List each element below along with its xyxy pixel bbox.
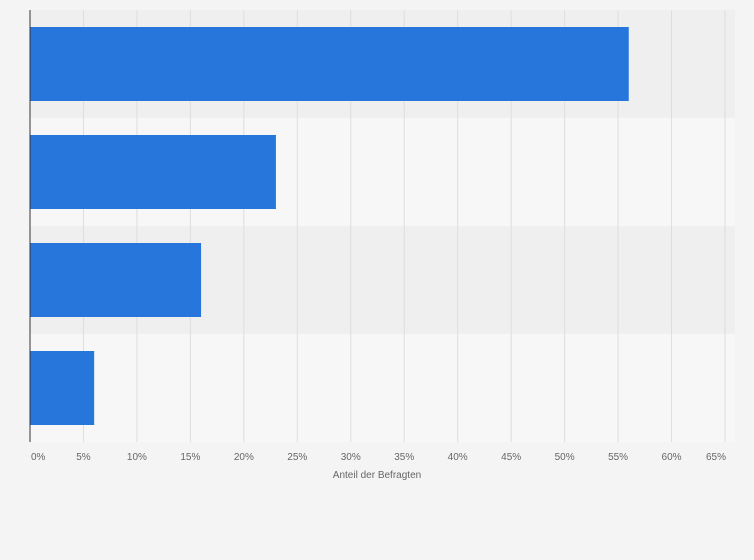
x-tick-label: 55%	[608, 452, 628, 463]
bars	[30, 27, 629, 425]
x-tick-labels: 0% 5% 10% 15% 20% 25% 30% 35% 40% 45% 50% 55% 60% 65%	[31, 452, 726, 463]
x-axis-title: Anteil der Befragten	[333, 470, 421, 481]
x-tick-label: 50%	[555, 452, 575, 463]
x-tick-label: 0%	[31, 452, 46, 463]
x-tick-label: 35%	[394, 452, 414, 463]
x-tick-label: 40%	[448, 452, 468, 463]
x-tick-label: 5%	[76, 452, 91, 463]
bar[interactable]	[30, 243, 202, 317]
x-tick-label: 25%	[287, 452, 307, 463]
x-tick-label: 15%	[180, 452, 200, 463]
x-tick-label: 30%	[341, 452, 361, 463]
row-band	[30, 334, 735, 442]
x-tick-label: 60%	[662, 452, 682, 463]
bar[interactable]	[30, 351, 95, 425]
x-tick-label: 65%	[706, 452, 726, 463]
x-tick-label: 20%	[234, 452, 254, 463]
bar[interactable]	[30, 27, 629, 101]
x-tick-label: 45%	[501, 452, 521, 463]
x-tick-label: 10%	[127, 452, 147, 463]
bar[interactable]	[30, 135, 276, 209]
